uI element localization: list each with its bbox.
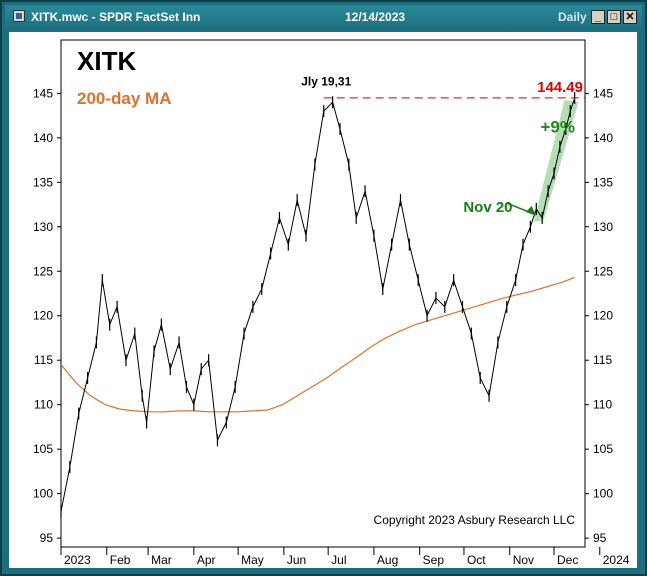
nov20-label: Nov 20: [463, 199, 512, 216]
rally-highlight: [533, 99, 579, 222]
y-tick-label-left: 145: [33, 86, 53, 100]
y-tick-label-left: 120: [33, 309, 53, 323]
y-tick-label-right: 95: [593, 531, 607, 545]
y-tick-label-right: 125: [593, 264, 613, 278]
minimize-icon[interactable]: _: [591, 10, 605, 24]
y-tick-label-left: 115: [34, 353, 53, 367]
x-tick-label: 2023: [64, 553, 91, 567]
app-icon: [13, 10, 25, 22]
y-tick-label-left: 105: [33, 442, 53, 456]
plot-border: [60, 39, 586, 548]
window-title: XITK.mwc - SPDR FactSet Inn: [31, 10, 201, 24]
x-tick-label: Aug: [377, 553, 398, 567]
y-tick-label-right: 110: [593, 398, 612, 412]
y-tick-label-right: 135: [593, 175, 613, 189]
price-chart: 95 95 100 100 105 105 110 110 115 115 120 120 125 125…: [33, 39, 630, 567]
ma-legend-label: 200-day MA: [77, 89, 171, 108]
y-tick-label-left: 100: [33, 487, 53, 501]
title-bar: XITK.mwc - SPDR FactSet Inn 12/14/2023 D…: [5, 5, 642, 29]
price-line: [60, 97, 576, 512]
x-tick-label: Jun: [287, 553, 306, 567]
gain-label: +9%: [541, 118, 576, 137]
chart-title: XITK: [77, 46, 136, 76]
x-tick-label: Jul: [331, 553, 346, 567]
y-tick-label-right: 140: [593, 131, 613, 145]
y-tick-label-left: 125: [33, 264, 53, 278]
y-tick-label-left: 110: [34, 398, 53, 412]
x-tick-label: Feb: [110, 553, 131, 567]
y-tick-label-right: 100: [593, 487, 613, 501]
ma-200-line: [60, 276, 575, 413]
x-tick-label: Dec: [557, 553, 578, 567]
x-tick-label: Mar: [151, 553, 172, 567]
x-tick-label: Apr: [197, 553, 216, 567]
y-tick-label-right: 105: [593, 442, 613, 456]
x-tick-label: Sep: [423, 553, 445, 567]
peak-label: Jly 19,31: [301, 74, 351, 88]
x-tick-label: Nov: [513, 553, 534, 567]
last-price-label: 144.49: [537, 79, 583, 96]
x-tick-label: 2024: [603, 553, 630, 567]
y-tick-label-left: 135: [33, 175, 53, 189]
y-tick-label-left: 140: [33, 131, 53, 145]
chart-area: 95 95 100 100 105 105 110 110 115 115 120 120 125 125…: [9, 32, 637, 568]
maximize-icon[interactable]: □: [607, 10, 621, 24]
y-tick-label-right: 130: [593, 220, 613, 234]
y-tick-label-right: 115: [593, 353, 612, 367]
close-icon[interactable]: ✕: [623, 10, 637, 24]
y-tick-label-right: 145: [593, 86, 613, 100]
copyright-text: Copyright 2023 Asbury Research LLC: [374, 513, 576, 527]
y-tick-label-left: 130: [33, 220, 53, 234]
period-label[interactable]: Daily: [558, 10, 587, 24]
x-tick-label: May: [241, 553, 264, 567]
window-date: 12/14/2023: [345, 10, 406, 24]
x-tick-label: Oct: [467, 553, 486, 567]
y-tick-label-left: 95: [40, 531, 54, 545]
nov20-arrow-head: [525, 205, 536, 216]
y-tick-label-right: 120: [593, 309, 613, 323]
